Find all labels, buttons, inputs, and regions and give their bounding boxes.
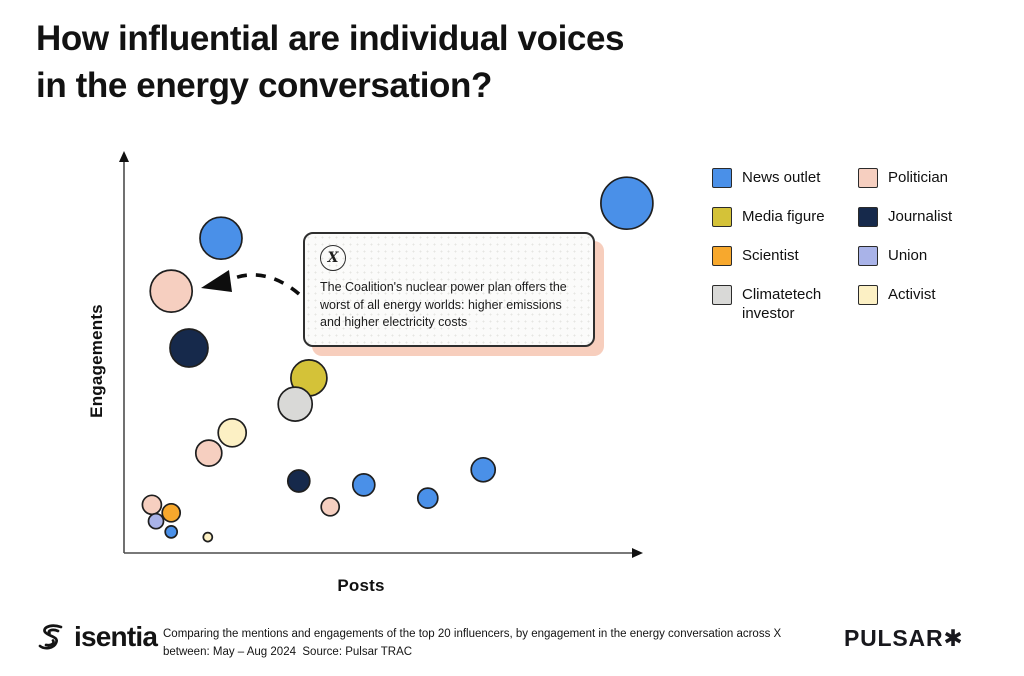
bubble-news-outlet	[470, 456, 497, 483]
legend-label: Scientist	[742, 247, 799, 264]
caption-line-2: between: May – Aug 2024 Source: Pulsar T…	[163, 645, 413, 658]
isentia-wordmark: isentia	[74, 621, 158, 652]
legend-label: Journalist	[888, 208, 953, 225]
legend-item-media-figure: Media figure	[712, 207, 858, 227]
legend-swatch-icon	[858, 246, 878, 266]
axes	[119, 151, 643, 558]
bubble-news-outlet	[164, 525, 179, 539]
legend-swatch-icon	[858, 285, 878, 305]
bubble-news-outlet	[600, 176, 654, 231]
legend-item-climatetech-investor: Climatetech investor	[712, 285, 858, 324]
arrowhead-icon	[201, 270, 232, 292]
legend-label: Activist	[888, 286, 936, 303]
bubble-activist	[217, 417, 248, 448]
x-axis-arrowhead	[632, 548, 643, 558]
legend-swatch-icon	[858, 207, 878, 227]
legend-label: News outlet	[742, 169, 821, 186]
legend-label: Politician	[888, 169, 949, 186]
legend-label: Climatetech investor	[742, 286, 822, 322]
bubble-news-outlet	[351, 473, 376, 497]
bubble-politician	[149, 269, 194, 313]
bubble-climatetech-investor	[277, 386, 314, 422]
x-social-icon: X	[320, 245, 346, 271]
legend-label: Union	[888, 247, 928, 264]
legend-swatch-icon	[712, 168, 732, 188]
legend-item-union: Union	[858, 246, 1018, 266]
y-axis-arrowhead	[119, 151, 129, 162]
bubble-scientist	[161, 502, 182, 523]
legend-item-news-outlet: News outlet	[712, 168, 858, 188]
bubble-union	[147, 512, 165, 530]
bubble-politician	[141, 494, 163, 516]
bubble-journalist	[286, 469, 311, 493]
isentia-glyph-icon	[38, 624, 63, 650]
x-axis-label: Posts	[337, 576, 385, 595]
bubble-news-outlet	[199, 216, 243, 261]
legend-swatch-icon	[858, 168, 878, 188]
isentia-logo: isentia	[34, 619, 158, 655]
legend-swatch-icon	[712, 285, 732, 305]
bubble-group	[141, 176, 654, 543]
bubble-journalist	[169, 328, 209, 368]
annotation-arrow	[201, 270, 301, 296]
bubble-news-outlet	[416, 487, 439, 509]
caption-line-1: Comparing the mentions and engagements o…	[163, 628, 782, 640]
quote-callout: X The Coalition's nuclear power plan off…	[303, 232, 595, 347]
legend-item-journalist: Journalist	[858, 207, 1018, 227]
legend-item-politician: Politician	[858, 168, 1018, 188]
legend-label: Media figure	[742, 208, 825, 225]
legend: News outlet Politician Media figure Journal…	[712, 168, 1018, 324]
callout-text: The Coalition's nuclear power plan offer…	[320, 280, 567, 329]
legend-item-scientist: Scientist	[712, 246, 858, 266]
legend-item-activist: Activist	[858, 285, 1018, 324]
pulsar-logo: PULSAR✱	[844, 625, 964, 651]
bubble-activist	[202, 531, 214, 543]
bubble-politician	[194, 439, 223, 467]
footer-caption: Comparing the mentions and engagements o…	[163, 626, 803, 662]
legend-swatch-icon	[712, 207, 732, 227]
bubble-politician	[320, 496, 341, 517]
y-axis-label: Engagements	[87, 304, 106, 418]
legend-swatch-icon	[712, 246, 732, 266]
page-title: How influential are individual voices in…	[36, 19, 625, 105]
